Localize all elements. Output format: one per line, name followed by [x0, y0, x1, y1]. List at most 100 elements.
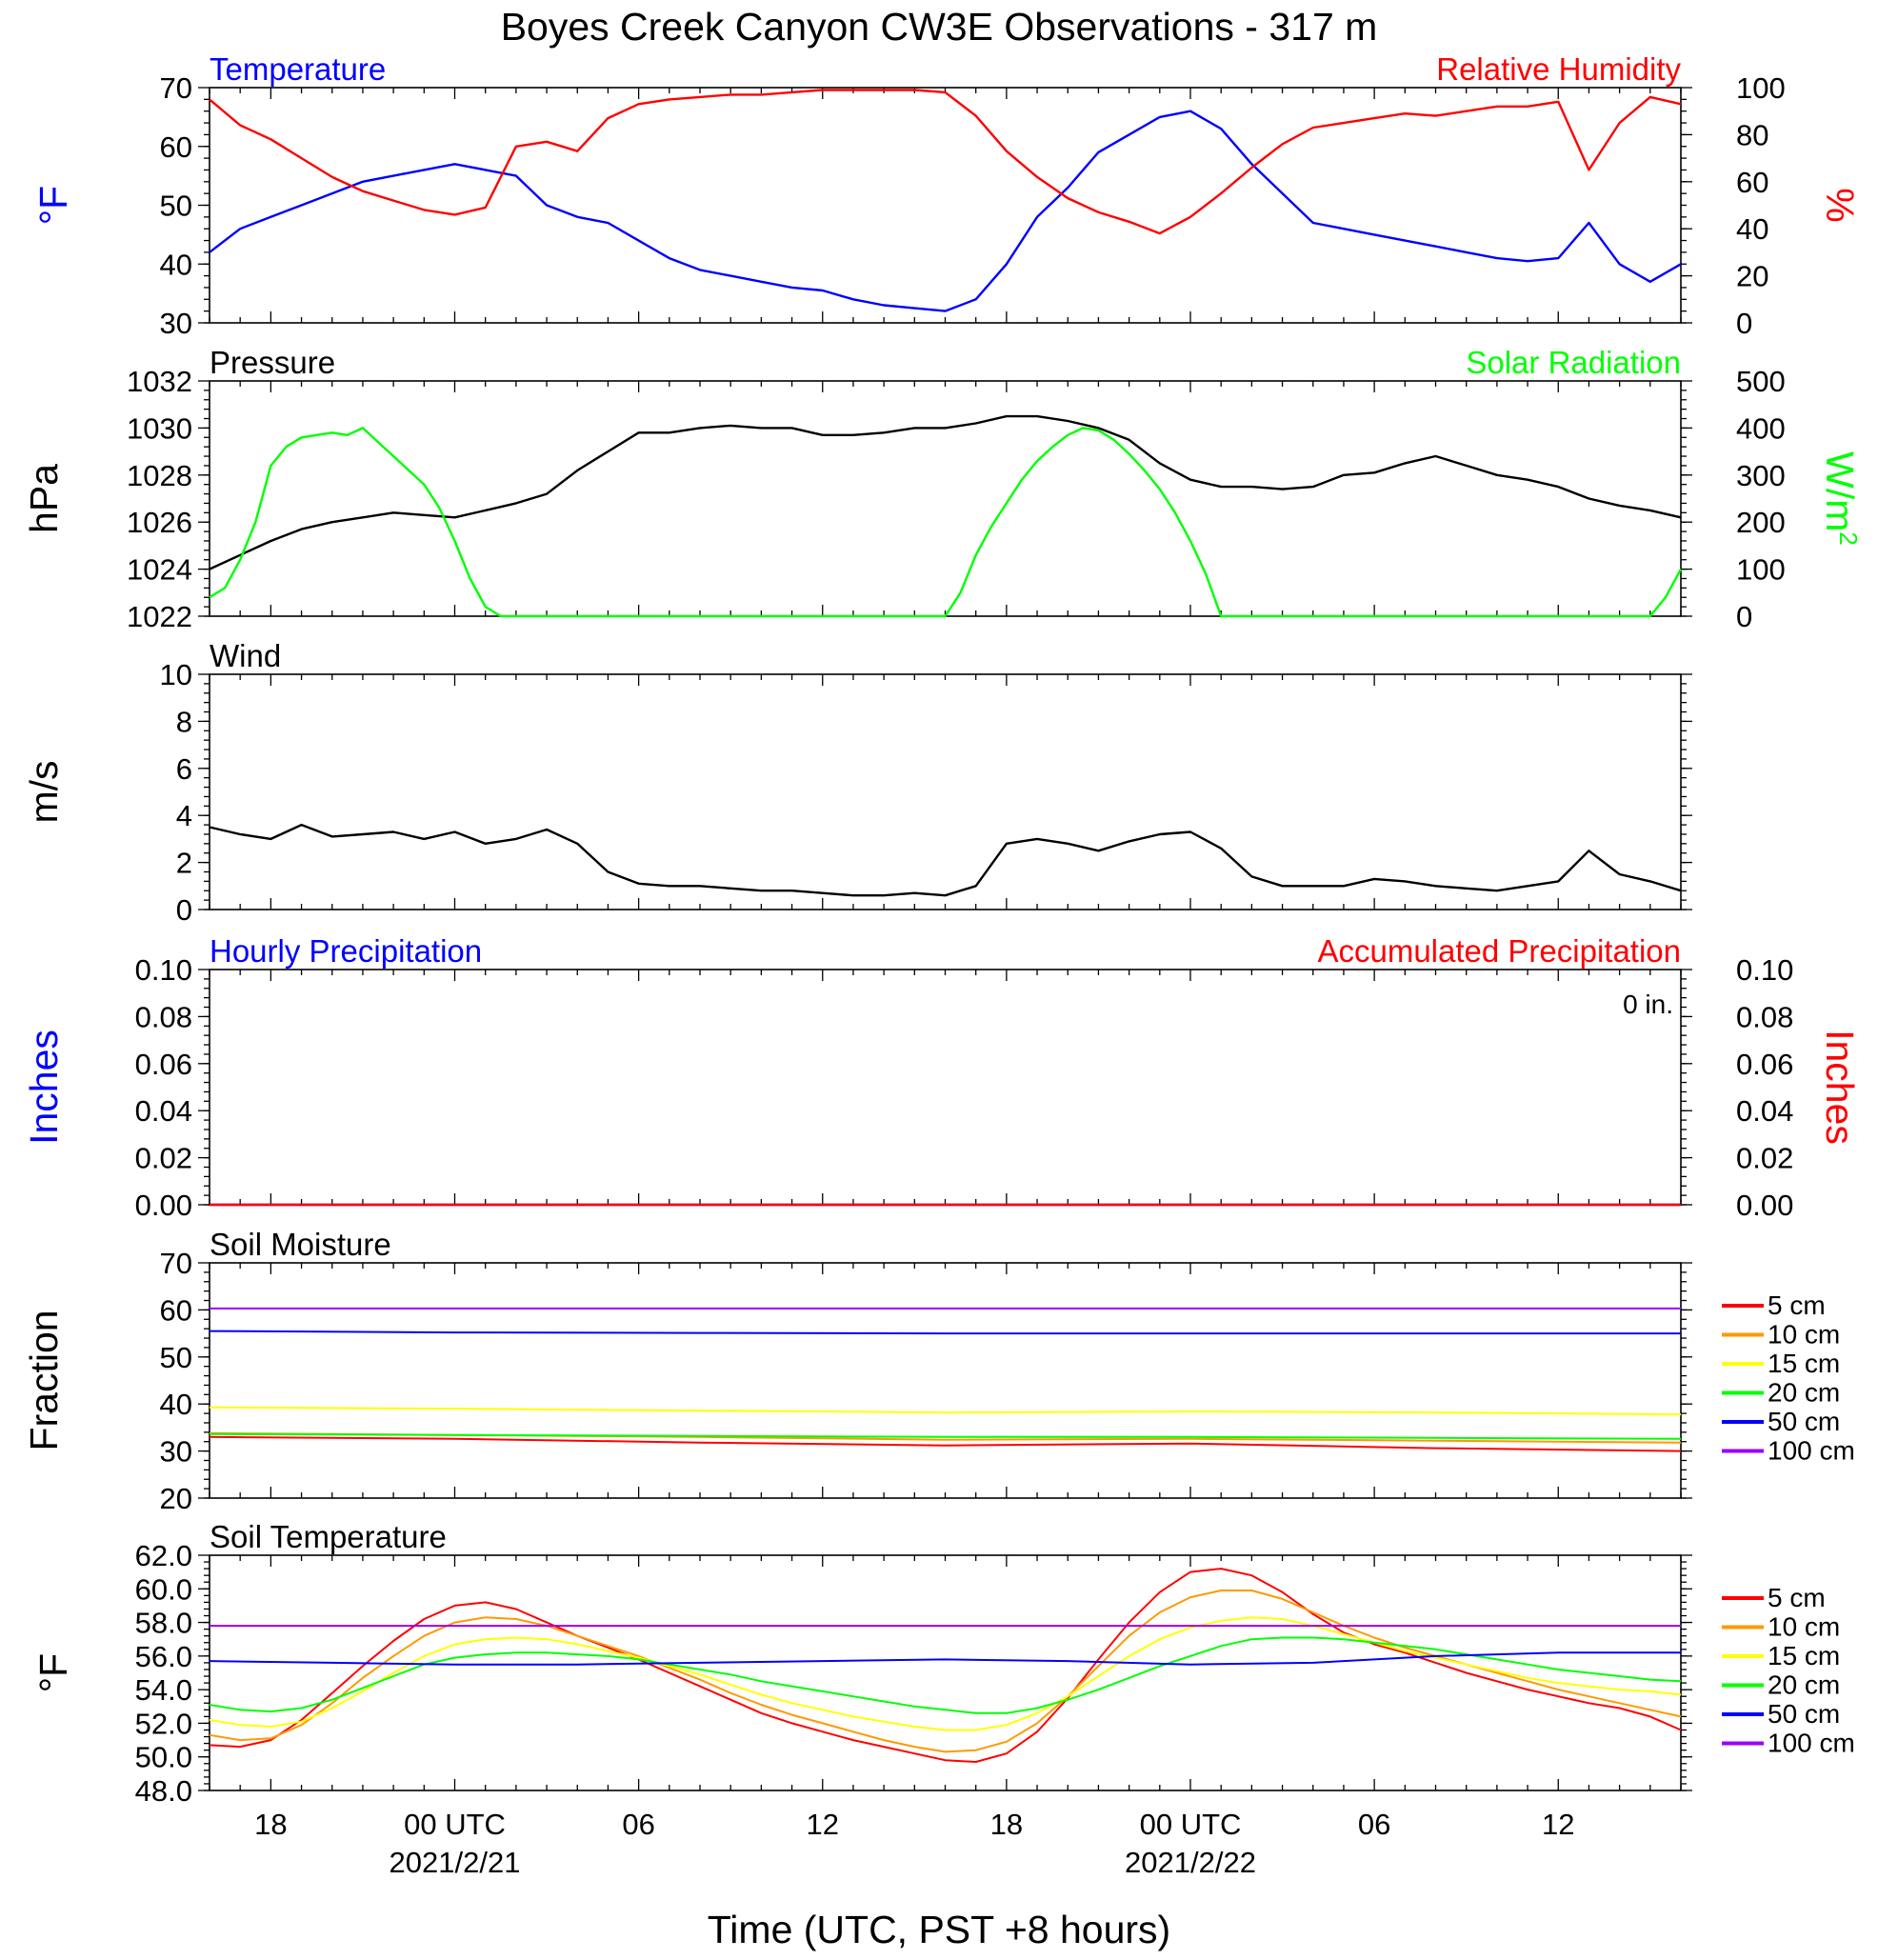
y-tick-label: 40	[160, 1388, 192, 1421]
plot-frame	[209, 87, 1682, 324]
y-tick-label: 58.0	[135, 1607, 192, 1640]
series-line	[209, 427, 1683, 618]
series-line	[209, 1616, 1682, 1731]
panel-title-right: Accumulated Precipitation	[1317, 933, 1681, 969]
y2-tick-label: 500	[1736, 365, 1786, 398]
y-tick-label: 50	[160, 1341, 192, 1374]
x-tick-label: 00 UTC	[1140, 1808, 1242, 1841]
chart-panel-5: 20 30 40 50 60 70 Soil Moisture Fraction 5 cm10 …	[22, 1227, 1855, 1515]
panel-title-left: Pressure	[210, 345, 335, 380]
series-line	[209, 89, 1682, 235]
y-axis-title: Fraction	[22, 1310, 66, 1450]
legend-label: 10 cm	[1768, 1320, 1840, 1350]
y2-tick-label: 40	[1736, 212, 1768, 246]
series-line	[209, 1568, 1682, 1763]
y-tick-label: 6	[176, 752, 192, 786]
series-line	[209, 1330, 1681, 1335]
y-tick-label: 30	[160, 1435, 192, 1469]
legend-label: 20 cm	[1768, 1670, 1840, 1700]
y-tick-label: 1030	[127, 411, 192, 445]
y-tick-label: 0.08	[135, 1000, 192, 1033]
y-tick-label: 0.10	[135, 953, 192, 987]
y-axis-title: °F	[31, 1653, 75, 1692]
y-tick-label: 0	[176, 893, 192, 927]
y2-tick-label: 0.10	[1736, 953, 1793, 987]
y-tick-label: 60	[160, 130, 192, 164]
y-tick-label: 10	[160, 658, 192, 691]
legend-label: 20 cm	[1768, 1378, 1840, 1408]
x-tick-label: 06	[622, 1808, 654, 1841]
panel-title-left: Hourly Precipitation	[210, 933, 482, 969]
chart-panel-6: 48.050.052.054.056.058.060.062.0 Soil Tem…	[31, 1519, 1855, 1808]
y2-axis-title: Inches	[1818, 1030, 1862, 1145]
precip-annotation: 0 in.	[1623, 990, 1673, 1019]
chart-panel-3: 0 2 4 6 8 10 Wind m/s	[22, 638, 1692, 927]
x-tick-label: 00 UTC	[404, 1808, 506, 1841]
legend-label: 15 cm	[1768, 1349, 1840, 1378]
x-tick-label: 06	[1358, 1808, 1390, 1841]
y-axis-title: °F	[31, 186, 75, 225]
chart-panel-4: 0.00 0.02 0.04 0.06 0.08 0.10 0.00 0.02 0.04 0.06…	[22, 933, 1862, 1222]
y2-axis-title: W/m2	[1818, 451, 1863, 546]
series-line	[209, 1651, 1681, 1666]
y-tick-label: 60.0	[135, 1572, 192, 1606]
y-axis-title: m/s	[22, 760, 66, 823]
y-axis-title: Inches	[22, 1030, 66, 1145]
y2-tick-label: 0.02	[1736, 1142, 1793, 1175]
y-tick-label: 8	[176, 705, 192, 738]
series-line	[209, 110, 1682, 312]
y2-axis-title: %	[1818, 188, 1862, 222]
plot-frame	[209, 380, 1682, 617]
panel-title-left: Soil Moisture	[210, 1227, 391, 1262]
panel-title-left: Soil Temperature	[210, 1519, 447, 1554]
y2-tick-label: 60	[1736, 166, 1768, 199]
panel-title-right: Relative Humidity	[1436, 51, 1681, 87]
chart-panel-1: 30 40 50 60 70 0 20 40 60 80 100 Temperature Relativ…	[31, 51, 1862, 340]
y-tick-label: 50.0	[135, 1741, 192, 1774]
legend-label: 50 cm	[1768, 1407, 1840, 1436]
legend-label: 100 cm	[1768, 1729, 1855, 1758]
y-tick-label: 20	[160, 1482, 192, 1515]
x-tick-date-label: 2021/2/21	[390, 1846, 521, 1879]
y2-tick-label: 400	[1736, 411, 1786, 445]
panel-title-right: Solar Radiation	[1466, 345, 1681, 380]
plot-frame	[209, 673, 1682, 910]
y2-axis-title-sup: 2	[1834, 531, 1863, 545]
x-axis-label: Time (UTC, PST +8 hours)	[708, 1908, 1170, 1951]
legend-label: 100 cm	[1768, 1436, 1855, 1466]
y2-tick-label: 20	[1736, 260, 1768, 293]
y-tick-label: 1032	[127, 365, 192, 398]
plot-frame	[209, 1554, 1682, 1791]
panel-title-left: Wind	[210, 638, 281, 673]
y2-tick-label: 0	[1736, 307, 1752, 340]
chart-panel-2: 1022 1024 1026 1028 1030 1032 0 100 200 300 400 500…	[22, 345, 1863, 633]
y-tick-label: 56.0	[135, 1640, 192, 1673]
y2-tick-label: 80	[1736, 118, 1768, 151]
plot-frame	[209, 969, 1682, 1206]
series-line	[209, 823, 1682, 897]
y-tick-label: 0.04	[135, 1094, 192, 1128]
y2-tick-label: 0.00	[1736, 1189, 1793, 1222]
y2-tick-label: 300	[1736, 459, 1786, 492]
y2-tick-label: 100	[1736, 71, 1786, 105]
y-tick-label: 1028	[127, 459, 192, 492]
y-tick-label: 70	[160, 1247, 192, 1280]
series-line	[209, 1432, 1682, 1440]
x-tick-label: 18	[990, 1808, 1023, 1841]
y-tick-label: 0.00	[135, 1189, 192, 1222]
y-tick-label: 30	[160, 307, 192, 340]
legend-label: 50 cm	[1768, 1699, 1840, 1729]
y2-tick-label: 200	[1736, 506, 1786, 539]
legend-label: 5 cm	[1768, 1290, 1826, 1320]
y-tick-label: 2	[176, 847, 192, 880]
y-tick-label: 60	[160, 1293, 192, 1327]
y-tick-label: 50	[160, 190, 192, 223]
series-line	[209, 414, 1682, 570]
y-tick-label: 40	[160, 248, 192, 281]
x-tick-label: 12	[1542, 1808, 1574, 1841]
x-tick-label: 18	[254, 1808, 287, 1841]
y-tick-label: 52.0	[135, 1707, 192, 1740]
y-tick-label: 1026	[127, 506, 192, 539]
